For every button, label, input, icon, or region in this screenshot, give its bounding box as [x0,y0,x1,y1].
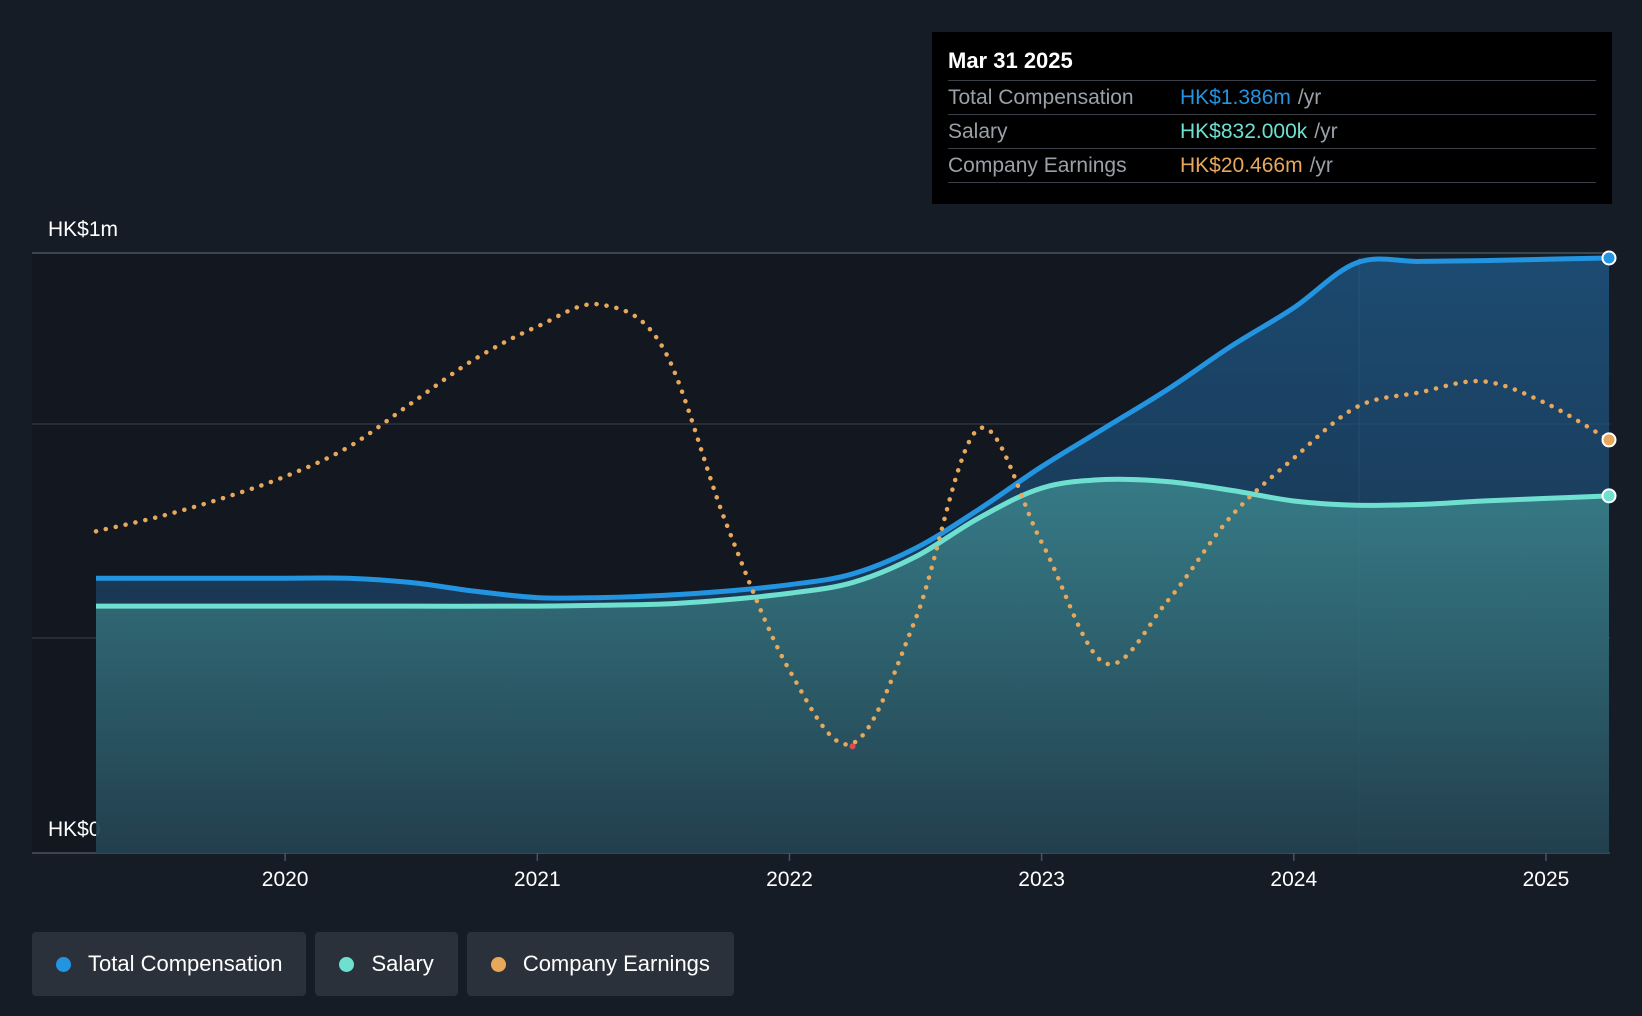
x-tick-label: 2024 [1270,868,1317,891]
dot-icon [56,956,71,972]
tooltip-row-company-earnings: Company Earnings HK$20.466m /yr [948,148,1596,183]
total-compensation-end-marker [1601,250,1617,266]
tooltip-value: HK$832.000k [1180,119,1308,143]
legend-label: Company Earnings [522,951,710,976]
x-tick-label: 2023 [1018,868,1065,891]
dot-icon [339,956,355,972]
company-earnings-line [93,301,1612,747]
total-compensation-line [96,255,1610,601]
earnings-negative-point [849,743,856,750]
tooltip: Mar 31 2025 Total Compensation HK$1.386m… [932,32,1612,204]
tooltip-date: Mar 31 2025 [948,48,1073,73]
legend-item-salary[interactable]: Salary [315,932,458,996]
tooltip-unit: /yr [1309,153,1333,177]
x-tick-label: 2020 [262,868,309,891]
x-tick-label: 2022 [766,868,813,891]
tooltip-value: HK$1.386m [1180,85,1291,109]
y-label-top: HK$1m [48,218,118,241]
tooltip-label: Salary [948,119,1008,143]
tooltip-unit: /yr [1297,85,1322,109]
tooltip-unit: /yr [1314,119,1338,143]
dot-icon [490,956,506,972]
company-earnings-end-marker [1601,432,1617,448]
tooltip-value: HK$20.466m [1180,153,1303,177]
y-label-bottom: HK$0 [48,818,101,841]
tooltip-label: Total Compensation [948,85,1134,109]
legend-label: Salary [371,951,434,976]
salary-end-marker [1601,488,1617,504]
legend-item-total-compensation[interactable]: Total Compensation [32,932,307,996]
x-tick-label: 2021 [514,868,561,891]
tooltip-row-salary: Salary HK$832.000k /yr [948,114,1596,148]
legend-label: Total Compensation [88,951,283,976]
salary-area [96,479,1609,853]
legend: Total Compensation Salary Company Earnin… [32,932,734,996]
tooltip-label: Company Earnings [948,153,1127,177]
x-tick-label: 2025 [1523,868,1570,891]
salary-line [95,476,1610,609]
tooltip-row-total-compensation: Total Compensation HK$1.386m /yr [948,80,1596,114]
legend-item-company-earnings[interactable]: Company Earnings [466,932,734,996]
